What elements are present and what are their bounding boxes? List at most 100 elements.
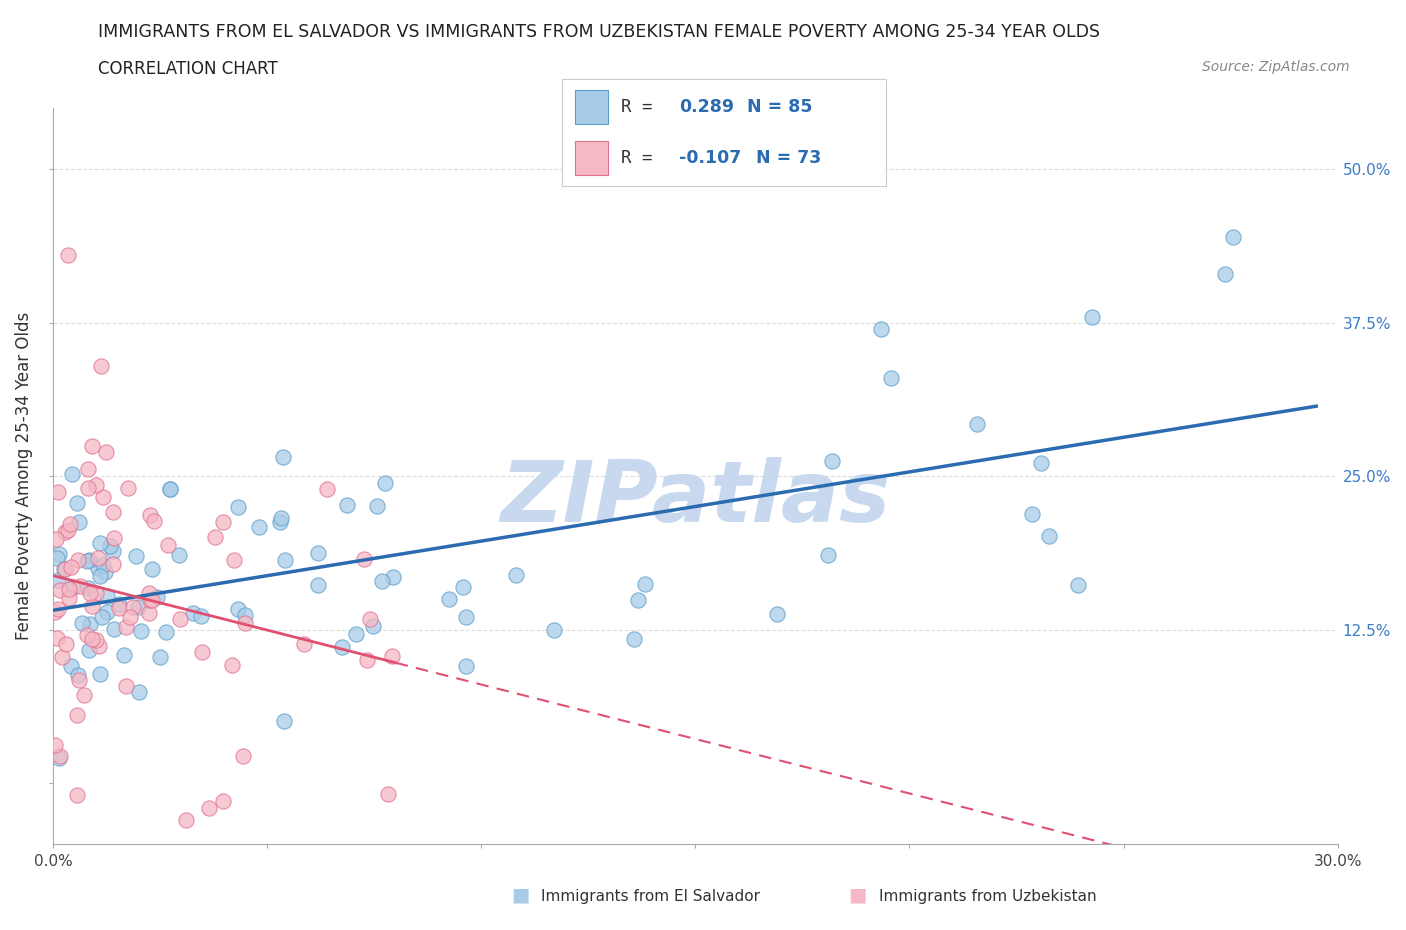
Point [101, 556, 124, 571]
Point [58, 591, 80, 605]
Point [366, 498, 388, 513]
Point [49, 582, 72, 597]
Point [115, 679, 138, 694]
Point [60, 466, 83, 481]
Point [174, 813, 197, 828]
Point [190, 608, 212, 623]
Text: -0.107: -0.107 [679, 149, 741, 167]
Point [125, 549, 148, 564]
Point [96, 604, 118, 619]
Point [454, 610, 477, 625]
Point [45, 532, 67, 547]
Text: R =: R = [620, 149, 662, 167]
Point [44, 604, 66, 619]
Point [204, 529, 226, 544]
Point [226, 499, 249, 514]
Point [53, 562, 76, 577]
Point [143, 513, 166, 528]
Point [103, 621, 125, 636]
Point [766, 606, 789, 621]
Point [146, 590, 169, 604]
Point [307, 546, 329, 561]
Point [120, 609, 142, 624]
Point [353, 551, 375, 566]
Point [222, 552, 245, 567]
Point [344, 626, 367, 641]
Point [94, 565, 117, 579]
Point [82, 632, 104, 647]
Point [108, 601, 131, 616]
Point [269, 514, 291, 529]
Point [89, 568, 111, 583]
Point [101, 543, 124, 558]
Point [307, 578, 329, 592]
Point [1080, 310, 1102, 325]
Text: ■: ■ [510, 885, 530, 904]
Point [381, 569, 404, 584]
Point [76, 553, 98, 568]
Point [155, 624, 177, 639]
Point [1067, 578, 1090, 592]
Point [361, 618, 384, 633]
Text: CORRELATION CHART: CORRELATION CHART [98, 60, 278, 78]
Point [49, 749, 72, 764]
Point [84, 633, 107, 648]
Point [451, 579, 474, 594]
Point [127, 600, 149, 615]
Text: ZIPatlas: ZIPatlas [501, 457, 890, 539]
Point [44, 737, 66, 752]
Point [128, 684, 150, 699]
Point [103, 530, 125, 545]
Point [292, 636, 315, 651]
Point [1038, 528, 1060, 543]
Point [96, 445, 118, 459]
Point [62, 580, 84, 595]
Point [86, 551, 108, 565]
Point [634, 577, 657, 591]
Point [58, 581, 80, 596]
Point [66, 496, 89, 511]
Point [543, 623, 565, 638]
Point [77, 553, 100, 568]
Point [1213, 266, 1236, 281]
Point [46, 602, 69, 617]
Point [67, 552, 90, 567]
Point [66, 788, 89, 803]
Point [228, 602, 250, 617]
Point [454, 658, 477, 673]
Point [90, 358, 112, 373]
Point [167, 548, 190, 563]
Point [46, 485, 69, 500]
Point [212, 793, 235, 808]
Point [381, 648, 404, 663]
Point [377, 787, 399, 802]
Point [69, 578, 91, 593]
Point [112, 647, 135, 662]
Point [233, 616, 256, 631]
Point [1222, 230, 1244, 245]
Point [1031, 456, 1053, 471]
Point [59, 516, 82, 531]
Point [141, 562, 163, 577]
Point [73, 688, 96, 703]
Point [56, 248, 79, 263]
Point [183, 606, 205, 621]
Point [1021, 507, 1043, 522]
Point [966, 417, 988, 432]
Point [356, 652, 378, 667]
Point [86, 560, 108, 575]
Point [817, 548, 839, 563]
Point [505, 568, 527, 583]
Y-axis label: Female Poverty Among 25-34 Year Olds: Female Poverty Among 25-34 Year Olds [15, 312, 32, 641]
Point [87, 639, 110, 654]
Point [67, 667, 90, 682]
Point [273, 450, 295, 465]
Point [870, 322, 893, 337]
Point [139, 592, 162, 607]
Text: N = 85: N = 85 [747, 98, 813, 116]
Text: ■: ■ [848, 885, 868, 904]
Point [79, 616, 101, 631]
Point [59, 560, 82, 575]
Point [91, 490, 114, 505]
Point [91, 558, 114, 573]
